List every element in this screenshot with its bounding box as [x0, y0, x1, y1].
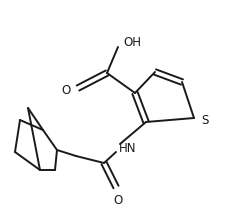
Text: O: O [62, 84, 71, 97]
Text: O: O [113, 194, 122, 207]
Text: S: S [200, 113, 207, 126]
Text: OH: OH [122, 35, 140, 49]
Text: HN: HN [119, 142, 136, 155]
